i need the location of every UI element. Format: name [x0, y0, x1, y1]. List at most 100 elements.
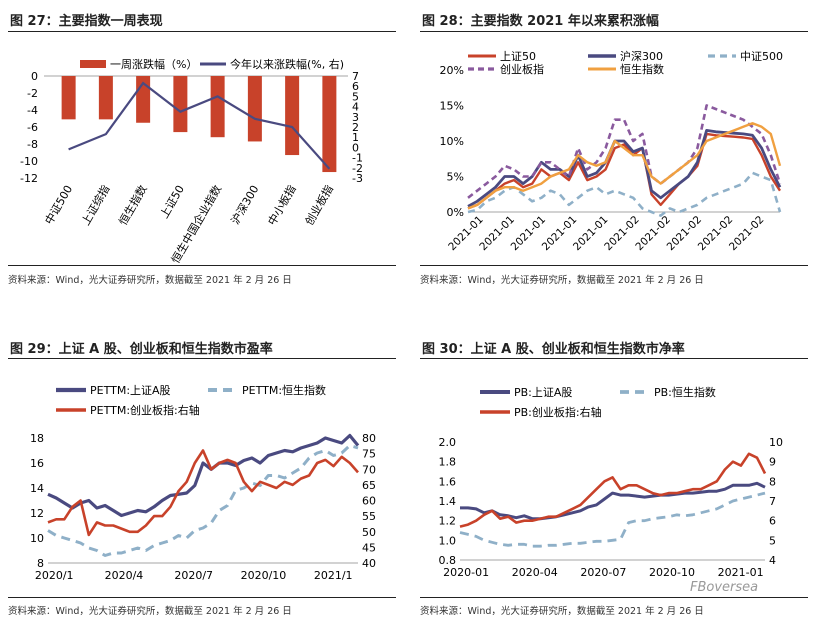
y-tick-label: 10	[30, 532, 44, 545]
legend-label: 恒生指数	[620, 62, 664, 76]
y2-tick-label: 7	[769, 495, 776, 508]
series-line-2	[47, 444, 359, 557]
y2-tick-label: 9	[769, 456, 776, 469]
y2-tick-label: 6	[352, 80, 359, 93]
fig29-source: 资料来源：Wind，光大证券研究所，数据截至 2021 年 2 月 26 日	[8, 606, 292, 617]
watermark: FBoversea	[690, 580, 759, 595]
x-tick-label: 创业板指	[302, 183, 336, 228]
fig27-chart: 一周涨跌幅（%） 今年以来涨跌幅(%, 右)0-2-4-6-8-10-127654…	[20, 57, 363, 265]
legend-label: PETTM:上证A股	[90, 384, 171, 397]
x-tick-label: 2021/1	[314, 569, 353, 582]
series-line-ytd	[68, 81, 331, 170]
y-tick-label: -4	[27, 104, 38, 117]
y-tick-label: 15%	[440, 100, 464, 113]
bar	[210, 76, 225, 138]
y2-tick-label: 5	[769, 534, 776, 547]
x-tick-label: 2020/1	[35, 569, 74, 582]
y-tick-label: -10	[20, 155, 38, 168]
x-tick-label: 2020/10	[241, 569, 287, 582]
fig30-chart: 2.0 1.8 1.6 1.4 1.2 1.0 0.8 10 9 8 7 6 5 4 2020-01 2020…	[439, 385, 784, 579]
series-line-1	[47, 433, 360, 518]
legend-label: 沪深300	[620, 49, 663, 63]
fig30-source-rule	[420, 597, 808, 598]
legend-label-line: 今年以来涨跌幅(%, 右)	[230, 57, 344, 71]
y2-tick-label: 3	[352, 111, 359, 124]
fig29-chart: 18 16 14 12 10 8 80 75 70 65 60 55 50 45 40 2020/1 2020/…	[30, 383, 376, 582]
fig27-source: 资料来源：Wind，光大证券研究所，数据截至 2021 年 2 月 26 日	[8, 275, 292, 286]
legend-label: PB:创业板指:右轴	[514, 405, 602, 419]
y-tick-label: 18	[30, 432, 44, 445]
fig29-source-rule	[8, 597, 396, 598]
fig29-title-rule	[8, 358, 396, 359]
y-tick-label: 1.6	[439, 475, 457, 488]
y2-tick-label: 7	[352, 70, 359, 83]
y2-tick-label: 60	[362, 495, 376, 508]
x-tick-label: 上证综指	[78, 183, 112, 228]
bar	[247, 76, 262, 142]
fig28-source: 资料来源：Wind，光大证券研究所，数据截至 2021 年 2 月 26 日	[420, 275, 704, 286]
x-tick-label: 2020-01	[443, 566, 489, 579]
y-tick-label: 1.2	[439, 515, 457, 528]
y2-tick-label: 50	[362, 526, 376, 539]
x-tick-label: 2020/7	[174, 569, 213, 582]
y2-tick-label: -2	[352, 162, 363, 175]
y-tick-label: -6	[27, 121, 38, 134]
y2-tick-label: 10	[769, 436, 783, 449]
fig28-chart: 20%15%10%5%0%2021-012021-012021-012021-0…	[440, 49, 783, 254]
y-tick-label: 20%	[440, 64, 464, 77]
y-tick-label: 0%	[447, 206, 464, 219]
x-tick-label: 2020-04	[512, 566, 558, 579]
series-line-3	[459, 452, 767, 528]
x-tick-label: 2020/4	[105, 569, 144, 582]
x-tick-label: 中证500	[42, 183, 75, 227]
legend-label: 中证500	[740, 50, 783, 63]
y2-tick-label: 40	[362, 557, 376, 570]
x-tick-label: 2020-10	[649, 566, 695, 579]
legend-label: 创业板指	[500, 62, 544, 76]
y-tick-label: 0.8	[439, 554, 457, 567]
x-tick-label: 中小板指	[265, 183, 299, 228]
y-tick-label: 14	[30, 482, 44, 495]
y-tick-label: 2.0	[439, 436, 457, 449]
fig30-title-rule	[420, 358, 808, 359]
y-tick-label: 12	[30, 507, 44, 520]
y-tick-label: 16	[30, 457, 44, 470]
fig30-source: 资料来源：Wind，光大证券研究所，数据截至 2021 年 2 月 26 日	[420, 606, 704, 617]
y-tick-label: 0	[31, 70, 38, 83]
legend-label: PB:上证A股	[514, 386, 572, 399]
series-line-5	[467, 122, 782, 210]
y2-tick-label: -1	[352, 152, 363, 165]
y2-tick-label: 45	[362, 541, 376, 554]
y-tick-label: 1.0	[439, 534, 457, 547]
y2-tick-label: 70	[362, 463, 376, 476]
legend-label: PETTM:恒生指数	[242, 383, 326, 397]
fig28-title-rule	[420, 31, 808, 32]
fig28-source-rule	[420, 265, 808, 266]
y2-tick-label: 0	[352, 141, 359, 154]
y2-tick-label: 1	[352, 131, 359, 144]
fig27-source-rule	[8, 265, 396, 266]
series-line-1	[460, 481, 766, 521]
y2-tick-label: 2	[352, 121, 359, 134]
y-tick-label: 1.8	[439, 456, 457, 469]
y-tick-label: 8	[37, 557, 44, 570]
y-tick-label: -12	[20, 172, 38, 185]
fig30-title: 图 30：上证 A 股、创业板和恒生指数市净率	[422, 342, 685, 357]
series-line-1	[467, 132, 782, 210]
y2-tick-label: 8	[769, 475, 776, 488]
y2-tick-label: 5	[352, 90, 359, 103]
y-tick-label: 10%	[440, 135, 464, 148]
x-tick-label: 2021-02	[727, 214, 767, 254]
series-line-4	[467, 104, 782, 199]
y-tick-label: -8	[27, 138, 38, 151]
y2-tick-label: 65	[362, 479, 376, 492]
legend-label: PB:恒生指数	[654, 385, 716, 399]
bar	[98, 76, 113, 120]
x-tick-label: 2020-07	[580, 566, 626, 579]
series-line-2	[459, 491, 766, 548]
y-tick-label: 1.4	[439, 495, 457, 508]
legend-label: PETTM:创业板指:右轴	[90, 403, 200, 417]
x-tick-label: 沪深300	[228, 183, 262, 227]
y2-tick-label: 80	[362, 432, 376, 445]
series-line-3	[467, 171, 782, 217]
